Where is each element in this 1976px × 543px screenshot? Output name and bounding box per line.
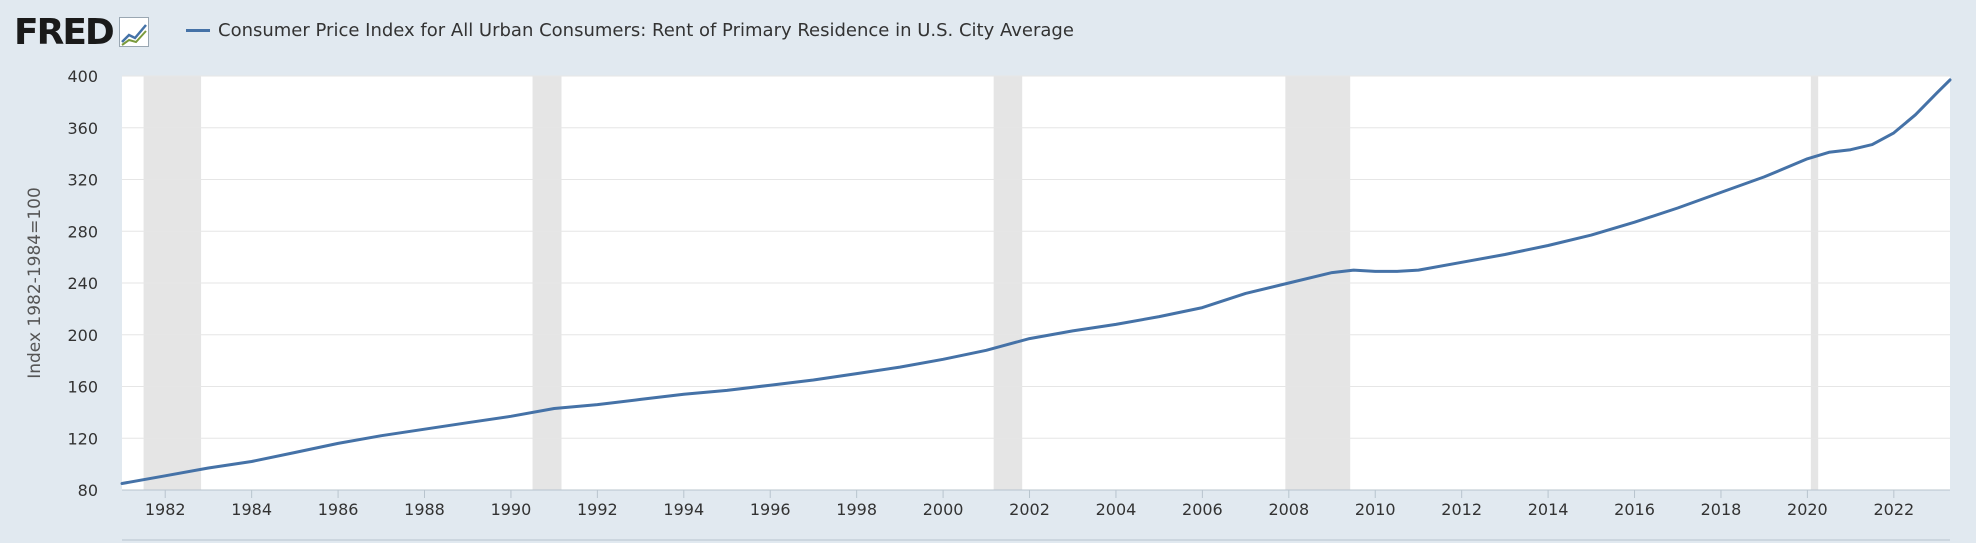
x-tick-label: 1996 xyxy=(750,500,791,519)
x-tick-label: 2004 xyxy=(1096,500,1137,519)
x-tick-label: 1992 xyxy=(577,500,618,519)
legend-swatch xyxy=(186,28,210,32)
x-tick-label: 1984 xyxy=(231,500,272,519)
x-tick-label: 1994 xyxy=(663,500,704,519)
y-tick-label: 240 xyxy=(67,274,98,293)
x-tick-label: 1990 xyxy=(491,500,532,519)
y-tick-label: 80 xyxy=(78,481,98,500)
x-tick-label: 2014 xyxy=(1528,500,1569,519)
y-tick-label: 160 xyxy=(67,378,98,397)
x-tick-label: 2008 xyxy=(1268,500,1309,519)
x-tick-label: 2022 xyxy=(1873,500,1914,519)
legend[interactable]: Consumer Price Index for All Urban Consu… xyxy=(186,14,1074,46)
x-tick-label: 2012 xyxy=(1441,500,1482,519)
x-tick-label: 2010 xyxy=(1355,500,1396,519)
y-tick-label: 280 xyxy=(67,222,98,241)
fred-logo[interactable]: FRED xyxy=(14,11,149,53)
x-tick-label: 2016 xyxy=(1614,500,1655,519)
x-tick-label: 1988 xyxy=(404,500,445,519)
x-tick-label: 2020 xyxy=(1787,500,1828,519)
fred-logo-text: FRED xyxy=(14,11,115,53)
y-tick-label: 200 xyxy=(67,326,98,345)
y-tick-label: 320 xyxy=(67,171,98,190)
y-axis-label: Index 1982-1984=100 xyxy=(25,187,45,379)
x-tick-label: 1982 xyxy=(145,500,186,519)
x-tick-label: 2000 xyxy=(923,500,964,519)
x-tick-label: 1986 xyxy=(318,500,359,519)
series-line xyxy=(120,78,1952,485)
y-tick-label: 400 xyxy=(67,67,98,86)
x-tick-label: 2018 xyxy=(1701,500,1742,519)
x-tick-label: 1998 xyxy=(836,500,877,519)
y-tick-label: 120 xyxy=(67,429,98,448)
x-tick-label: 2002 xyxy=(1009,500,1050,519)
legend-label: Consumer Price Index for All Urban Consu… xyxy=(218,19,1074,41)
x-tick-label: 2006 xyxy=(1182,500,1223,519)
line-chart-icon xyxy=(118,17,149,47)
y-tick-label: 360 xyxy=(67,119,98,138)
